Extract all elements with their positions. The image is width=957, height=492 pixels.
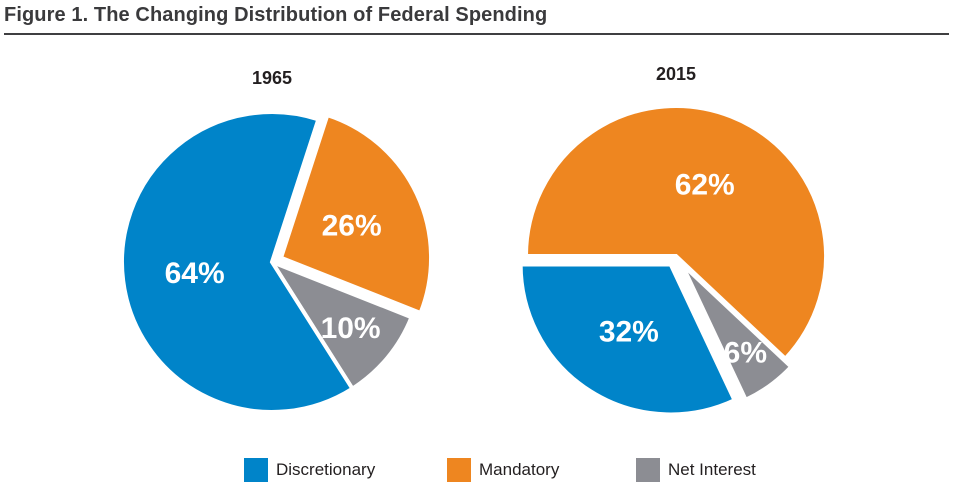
slice-label-net-interest: 6% — [724, 336, 767, 369]
title-rule — [4, 33, 949, 35]
legend-item-mandatory: Mandatory — [447, 458, 559, 482]
pie-title: 2015 — [656, 64, 696, 84]
slice-label-discretionary: 64% — [165, 257, 225, 290]
slice-mandatory — [278, 112, 434, 316]
slice-mandatory — [523, 104, 828, 362]
slice-label-net-interest: 10% — [321, 312, 381, 345]
pie-2015: 2015 62% 6% 32% — [518, 64, 828, 417]
legend-item-net-interest: Net Interest — [636, 458, 756, 482]
legend-label-mandatory: Mandatory — [479, 460, 560, 479]
slice-net-interest — [680, 262, 795, 403]
legend-label-discretionary: Discretionary — [276, 460, 376, 479]
pie-1965: 1965 26% 10% 64% — [120, 68, 434, 414]
slice-label-mandatory: 62% — [675, 168, 735, 201]
slice-label-mandatory: 26% — [322, 210, 382, 243]
slice-net-interest — [267, 257, 415, 392]
legend: Discretionary Mandatory Net Interest — [0, 458, 957, 488]
slice-discretionary — [120, 110, 356, 414]
slice-discretionary — [518, 262, 738, 417]
pie-title: 1965 — [252, 68, 292, 88]
legend-item-discretionary: Discretionary — [244, 458, 375, 482]
legend-swatch-discretionary — [244, 458, 268, 482]
slice-label-discretionary: 32% — [599, 315, 659, 348]
legend-swatch-mandatory — [447, 458, 471, 482]
figure-title: Figure 1. The Changing Distribution of F… — [4, 4, 548, 26]
legend-swatch-net-interest — [636, 458, 660, 482]
legend-label-net-interest: Net Interest — [668, 460, 756, 479]
